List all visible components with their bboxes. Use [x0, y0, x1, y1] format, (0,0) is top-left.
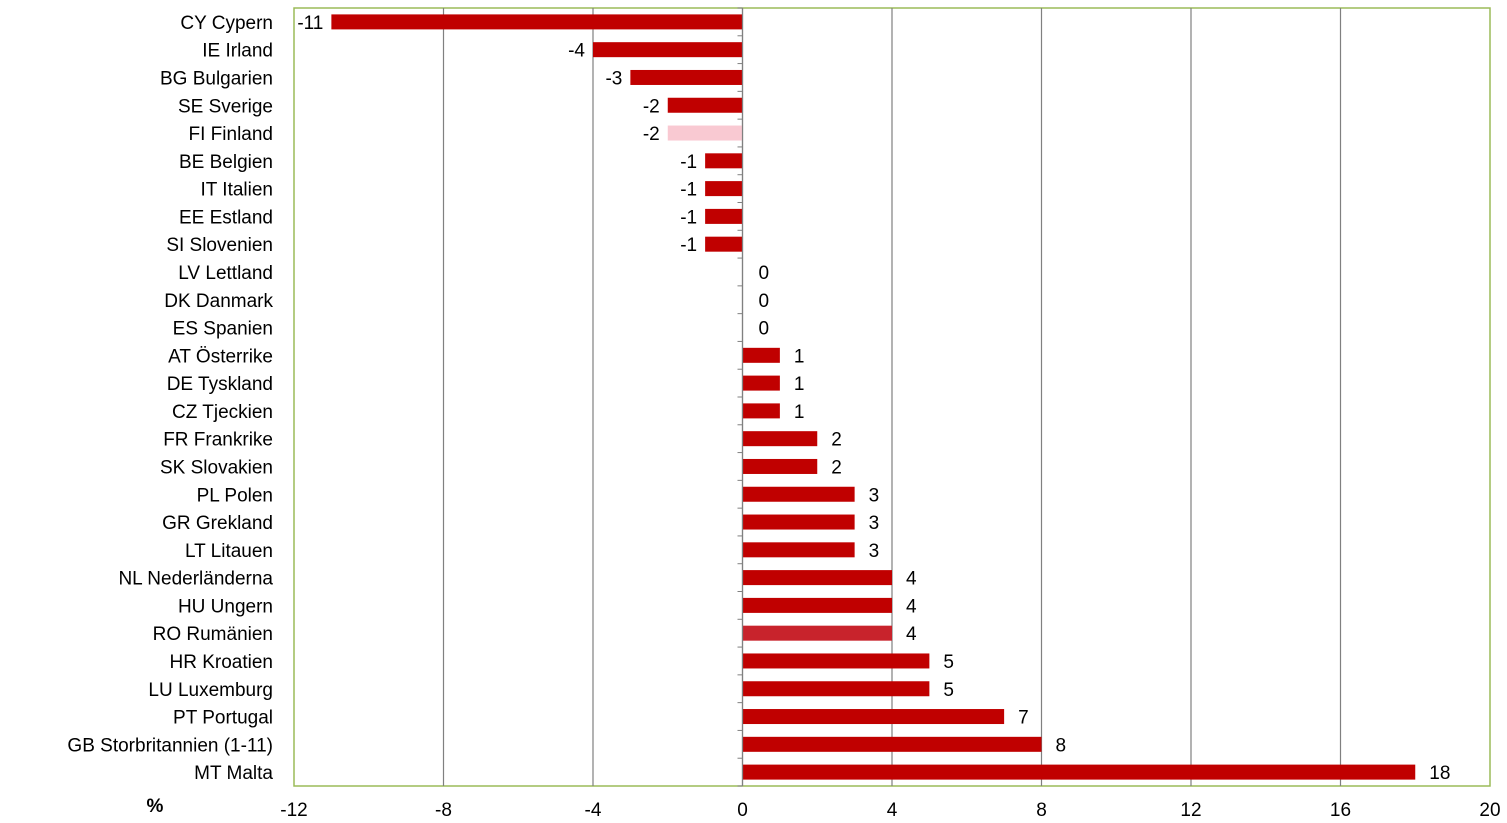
data-label: -1	[680, 152, 697, 173]
bar	[705, 153, 743, 169]
bar	[742, 570, 892, 586]
category-label: DK Danmark	[164, 291, 273, 312]
data-label: 2	[831, 430, 842, 451]
bar	[742, 764, 1416, 780]
bar	[593, 42, 743, 58]
data-label: 7	[1018, 708, 1029, 729]
bar	[705, 236, 743, 252]
zero-axis	[737, 7, 744, 787]
bar	[705, 181, 743, 197]
category-label: CY Cypern	[180, 13, 273, 34]
data-label: 1	[794, 402, 805, 423]
bar	[742, 375, 780, 391]
data-label: -4	[568, 41, 585, 62]
bar	[667, 97, 743, 113]
category-label: AT Österrike	[168, 346, 273, 367]
x-tick-label: 20	[1479, 800, 1500, 821]
data-label: -1	[680, 207, 697, 228]
data-label: -1	[680, 235, 697, 256]
bars	[331, 14, 1416, 780]
category-label: MT Malta	[194, 763, 273, 784]
bar	[331, 14, 743, 30]
data-label: 2	[831, 457, 842, 478]
category-label: ES Spanien	[173, 319, 273, 340]
category-label: SI Slovenien	[166, 235, 273, 256]
x-tick-label: -4	[585, 800, 602, 821]
unit-label: %	[147, 796, 164, 817]
category-label: HU Ungern	[178, 596, 273, 617]
category-label: IE Irland	[202, 41, 273, 62]
x-tick-label: 12	[1180, 800, 1201, 821]
category-label: FR Frankrike	[163, 430, 273, 451]
category-label: LV Lettland	[178, 263, 273, 284]
category-label: RO Rumänien	[153, 624, 273, 645]
category-label: PT Portugal	[173, 708, 273, 729]
data-label: 4	[906, 596, 917, 617]
category-label: EE Estland	[179, 207, 273, 228]
bar	[705, 208, 743, 224]
bar	[742, 736, 1042, 752]
category-label: HR Kroatien	[170, 652, 274, 673]
category-label: CZ Tjeckien	[172, 402, 273, 423]
data-label: 5	[943, 680, 954, 701]
data-label: 0	[759, 319, 770, 340]
gridlines	[442, 8, 1342, 786]
x-tick-label: -8	[435, 800, 452, 821]
bar	[742, 514, 855, 530]
bar	[630, 69, 743, 85]
category-label: SE Sverige	[178, 96, 273, 117]
data-label: 3	[869, 541, 880, 562]
x-tick-label: -12	[280, 800, 307, 821]
bar	[742, 403, 780, 419]
category-label: LU Luxemburg	[148, 680, 273, 701]
category-label: FI Finland	[189, 124, 273, 145]
data-label: -2	[643, 96, 660, 117]
data-labels: -11 -4 -3 -2 -2 -1 -1 -1 -1 0 0 0 1 1 1 2 2 3 3 3 4 4 4 5 5 7 8 18	[297, 13, 1450, 784]
data-label: 8	[1056, 735, 1067, 756]
category-label: BG Bulgarien	[160, 68, 273, 89]
bar	[667, 125, 743, 141]
data-label: -2	[643, 124, 660, 145]
category-label: PL Polen	[197, 485, 273, 506]
bar	[742, 542, 855, 558]
data-label: 0	[759, 263, 770, 284]
category-labels: CY Cypern IE Irland BG Bulgarien SE Sverige…	[67, 13, 273, 784]
bar	[742, 431, 818, 447]
category-label: IT Italien	[200, 180, 273, 201]
data-label: 18	[1429, 763, 1450, 784]
category-label: DE Tyskland	[167, 374, 273, 395]
category-label: LT Litauen	[185, 541, 273, 562]
data-label: 3	[869, 485, 880, 506]
bar	[742, 347, 780, 363]
data-label: -1	[680, 180, 697, 201]
data-label: 3	[869, 513, 880, 534]
data-label: 4	[906, 569, 917, 590]
bar	[742, 653, 930, 669]
x-tick-label: 0	[737, 800, 748, 821]
data-label: 1	[794, 374, 805, 395]
bar	[742, 681, 930, 697]
category-label: NL Nederländerna	[118, 569, 273, 590]
bar	[742, 625, 892, 641]
x-tick-labels: -12 -8 -4 0 4 8 12 16 20	[280, 800, 1500, 821]
x-tick-label: 16	[1330, 800, 1351, 821]
data-label: 4	[906, 624, 917, 645]
bar	[742, 458, 818, 474]
data-label: 1	[794, 346, 805, 367]
data-label: 5	[943, 652, 954, 673]
bar	[742, 709, 1005, 725]
category-label: SK Slovakien	[160, 457, 273, 478]
category-label: BE Belgien	[179, 152, 273, 173]
data-label: -11	[297, 13, 323, 34]
bar	[742, 597, 892, 613]
bar	[742, 486, 855, 502]
data-label: 0	[759, 291, 770, 312]
data-label: -3	[605, 68, 622, 89]
x-tick-label: 8	[1036, 800, 1047, 821]
category-label: GR Grekland	[162, 513, 273, 534]
category-label: GB Storbritannien (1-11)	[67, 735, 273, 756]
x-tick-label: 4	[887, 800, 898, 821]
